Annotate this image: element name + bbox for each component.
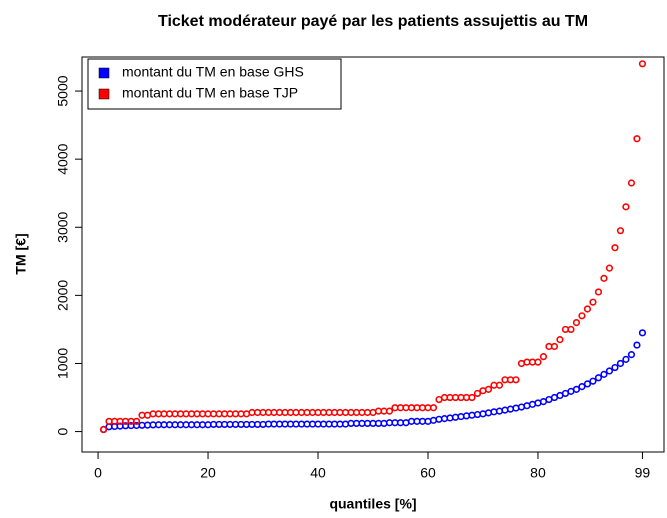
point: [578, 383, 586, 391]
y-tick-label: 3000: [55, 211, 71, 242]
point: [468, 411, 476, 419]
point: [462, 412, 471, 420]
point: [512, 376, 520, 384]
legend-label: montant du TM en base TJP: [122, 85, 298, 101]
point: [490, 408, 498, 416]
point: [600, 370, 608, 378]
y-tick-label: 2000: [55, 280, 71, 311]
point: [446, 414, 454, 422]
point: [638, 60, 647, 68]
point: [627, 351, 636, 359]
x-tick-label: 80: [530, 465, 546, 481]
point: [589, 377, 597, 385]
point: [385, 407, 394, 415]
point: [627, 179, 636, 187]
point: [605, 264, 614, 272]
point: [550, 342, 559, 351]
point: [583, 305, 592, 313]
x-tick-label: 0: [94, 465, 102, 481]
point: [622, 203, 630, 211]
point: [589, 298, 597, 306]
point: [99, 425, 108, 434]
point: [594, 374, 603, 382]
point: [484, 385, 493, 393]
point: [468, 393, 476, 402]
point: [512, 404, 520, 412]
point: [457, 412, 465, 421]
legend-swatch: [98, 88, 110, 100]
point: [429, 404, 438, 412]
point: [473, 410, 482, 419]
point: [616, 227, 625, 235]
point: [534, 358, 542, 366]
point: [506, 405, 515, 413]
chart-title: Ticket modérateur payé par les patients …: [158, 13, 588, 30]
point: [583, 380, 592, 388]
point: [611, 244, 619, 252]
x-tick-label: 99: [635, 465, 651, 481]
point: [429, 416, 438, 424]
point: [633, 135, 641, 143]
point: [501, 406, 509, 414]
x-tick-label: 20: [200, 465, 216, 481]
y-tick-label: 0: [55, 427, 71, 435]
point: [556, 336, 564, 344]
point: [572, 319, 581, 327]
x-tick-label: 40: [310, 465, 326, 481]
y-tick-label: 1000: [55, 348, 71, 379]
legend-swatch: [98, 67, 110, 79]
point: [473, 389, 482, 398]
y-tick-label: 4000: [55, 143, 71, 174]
x-axis-label: quantiles [%]: [329, 496, 416, 512]
point: [539, 353, 548, 361]
point: [440, 415, 449, 423]
point: [633, 341, 641, 349]
point: [572, 385, 581, 393]
point: [495, 381, 504, 389]
point: [451, 413, 460, 421]
point: [495, 407, 504, 415]
y-axis-label: TM [€]: [13, 233, 29, 274]
point: [638, 329, 647, 337]
point: [132, 417, 141, 425]
point: [605, 367, 614, 375]
point: [594, 288, 603, 296]
point: [578, 312, 586, 320]
point: [484, 409, 493, 417]
point: [600, 274, 608, 282]
point: [435, 415, 443, 423]
point: [616, 359, 625, 368]
legend-box: [87, 58, 342, 110]
point: [611, 363, 619, 372]
y-tick-label: 5000: [55, 75, 71, 106]
x-tick-label: 60: [420, 465, 436, 481]
legend-label: montant du TM en base GHS: [122, 64, 304, 80]
point: [622, 355, 630, 363]
point: [479, 410, 487, 418]
point: [567, 325, 575, 334]
